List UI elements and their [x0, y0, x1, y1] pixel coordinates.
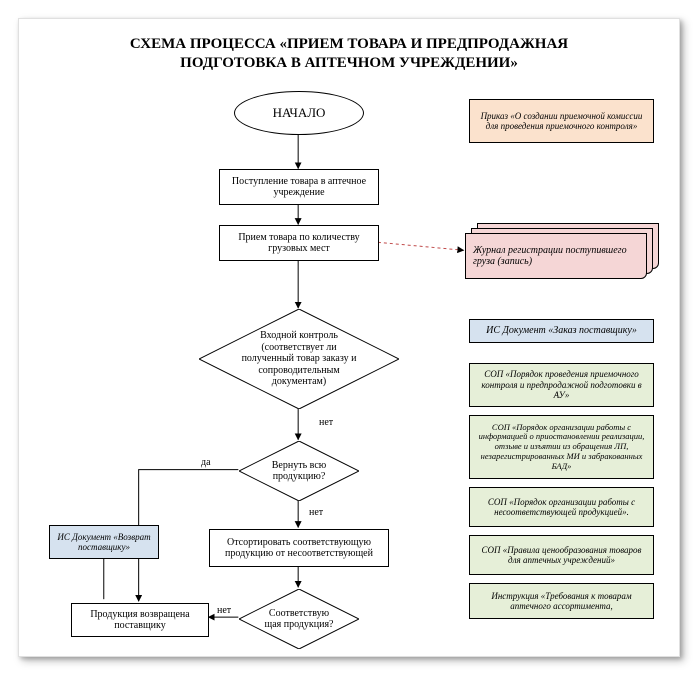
- sop-acceptance: СОП «Порядок проведения приемочного конт…: [469, 363, 654, 407]
- edge-label-no-1: нет: [319, 417, 333, 428]
- edge-label-no-3: нет: [217, 605, 231, 616]
- card-label: Приказ «О создании приемочной комиссии д…: [476, 111, 647, 132]
- decision-return-all: Вернуть всю продукцию?: [239, 441, 359, 501]
- edge-label-yes: да: [201, 457, 211, 468]
- instruction-assortment: Инструкция «Требования к товарам аптечно…: [469, 583, 654, 619]
- card-label: СОП «Порядок организации работы с несоот…: [476, 497, 647, 518]
- decision-label: Вернуть всю продукцию?: [261, 460, 338, 483]
- node-label: Поступление товара в аптечное учреждение: [226, 176, 372, 199]
- node-label: Прием товара по количеству грузовых мест: [226, 232, 372, 255]
- doc-journal-stack: Журнал регистрации поступившего груза (з…: [465, 223, 659, 279]
- sop-nonconforming: СОП «Порядок организации работы с несоот…: [469, 487, 654, 527]
- card-label: СОП «Порядок организации работы с информ…: [476, 423, 647, 472]
- edge-label-no-2: нет: [309, 507, 323, 518]
- title-line-2: ПОДГОТОВКА В АПТЕЧНОМ УЧРЕЖДЕНИИ»: [180, 55, 518, 71]
- doc-label: Журнал регистрации поступившего груза (з…: [473, 245, 639, 268]
- node-receive-goods: Поступление товара в аптечное учреждение: [219, 169, 379, 205]
- decision-label: Входной контроль (соответствует ли получ…: [235, 330, 363, 388]
- page: СХЕМА ПРОЦЕССА «ПРИЕМ ТОВАРА И ПРЕДПРОДА…: [18, 18, 680, 657]
- node-returned-to-supplier: Продукция возвращена поставщику: [71, 603, 209, 637]
- page-title: СХЕМА ПРОЦЕССА «ПРИЕМ ТОВАРА И ПРЕДПРОДА…: [19, 35, 679, 73]
- order-commission: Приказ «О создании приемочной комиссии д…: [469, 99, 654, 143]
- node-label: Продукция возвращена поставщику: [78, 609, 202, 632]
- decision-conforming: Соответствую щая продукция?: [239, 589, 359, 649]
- card-label: ИС Документ «Возврат поставщику»: [56, 532, 152, 553]
- decision-incoming-control: Входной контроль (соответствует ли получ…: [199, 309, 399, 409]
- node-sort-products: Отсортировать соответствующую продукцию …: [209, 529, 389, 567]
- start-label: НАЧАЛО: [273, 105, 326, 121]
- sop-recall-info: СОП «Порядок организации работы с информ…: [469, 415, 654, 479]
- card-label: ИС Документ «Заказ поставщику»: [486, 325, 637, 337]
- decision-label: Соответствую щая продукция?: [265, 608, 334, 631]
- node-accept-count: Прием товара по количеству грузовых мест: [219, 225, 379, 261]
- sop-pricing: СОП «Правила ценообразования товаров для…: [469, 535, 654, 575]
- doc-return-supplier: ИС Документ «Возврат поставщику»: [49, 525, 159, 559]
- start-node: НАЧАЛО: [234, 91, 364, 135]
- card-label: СОП «Порядок проведения приемочного конт…: [476, 369, 647, 400]
- doc-order-supplier: ИС Документ «Заказ поставщику»: [469, 319, 654, 343]
- title-line-1: СХЕМА ПРОЦЕССА «ПРИЕМ ТОВАРА И ПРЕДПРОДА…: [130, 36, 568, 52]
- node-label: Отсортировать соответствующую продукцию …: [216, 537, 382, 560]
- card-label: СОП «Правила ценообразования товаров для…: [476, 545, 647, 566]
- card-label: Инструкция «Требования к товарам аптечно…: [476, 591, 647, 612]
